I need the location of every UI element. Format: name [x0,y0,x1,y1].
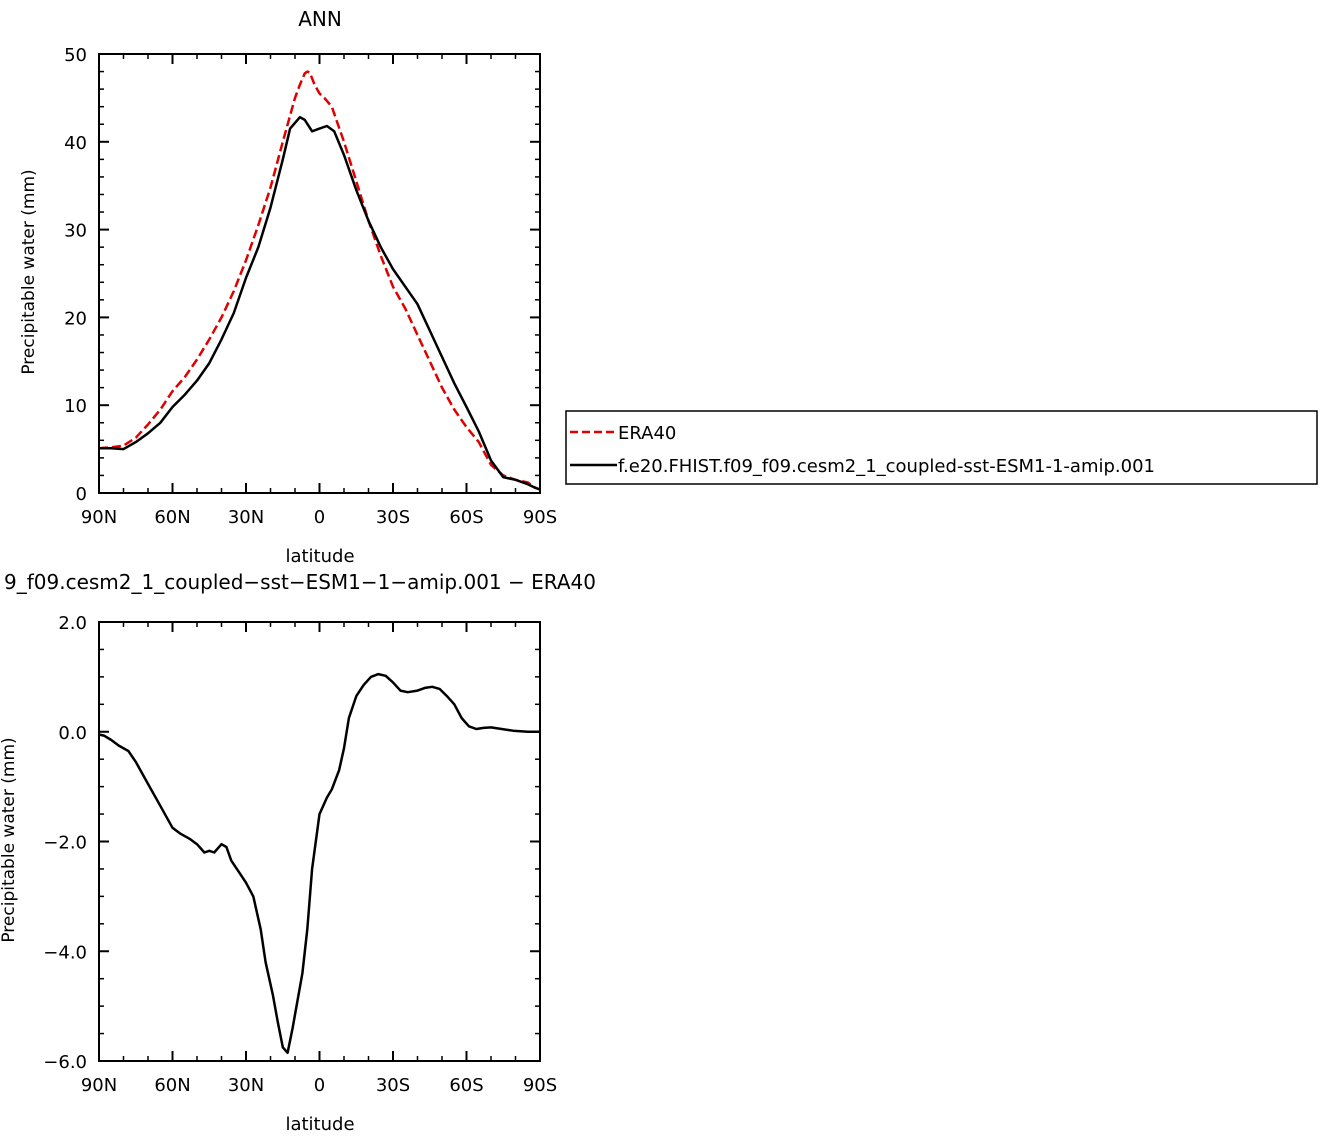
top-x-tick-label: 90S [523,507,557,528]
bottom-y-tick-label: 2.0 [58,613,87,634]
top-ylabel: Precipitable water (mm) [19,169,39,374]
legend-label-model: f.e20.FHIST.f09_f09.cesm2_1_coupled-sst-… [618,456,1155,477]
top-y-tick-label: 10 [64,396,87,417]
top-panel: ANN Precipitable water (mm) 01020304050 … [19,7,557,567]
top-x-tick-label: 30S [376,507,410,528]
top-x-tick-label: 90N [81,507,117,528]
top-plot-frame [98,53,541,494]
bottom-x-tick-label: 0 [314,1075,325,1096]
bottom-x-tick-label: 30N [228,1075,264,1096]
bottom-ylabel: Precipitable water (mm) [0,737,19,942]
bottom-y-tick-label: −4.0 [43,942,87,963]
bottom-x-tick-label: 30S [376,1075,410,1096]
bottom-y-tick-label: 0.0 [58,723,87,744]
top-tick-marks [98,53,541,494]
top-y-tick-label: 40 [64,133,87,154]
top-x-tick-label: 30N [228,507,264,528]
top-x-tick-label: 60N [154,507,190,528]
top-x-tick-label: 60S [449,507,483,528]
bottom-panel: 9_f09.cesm2_1_coupled−sst−ESM1−1−amip.00… [0,570,596,1135]
bottom-x-tick-label: 90S [523,1075,557,1096]
bottom-y-tick-labels: 2.0 0.0 −2.0 −4.0 −6.0 [43,613,87,1073]
top-series-line-0 [98,70,541,491]
bottom-plot-frame [98,621,541,1062]
top-x-tick-labels: 90N 60N 30N 0 30S 60S 90S [81,507,557,528]
legend: ERA40 f.e20.FHIST.f09_f09.cesm2_1_couple… [565,410,1318,485]
bottom-title: 9_f09.cesm2_1_coupled−sst−ESM1−1−amip.00… [4,570,596,594]
bottom-x-tick-labels: 90N 60N 30N 0 30S 60S 90S [81,1075,557,1096]
top-series-line-1 [99,115,541,491]
top-series-lines [98,70,541,491]
bottom-series-line-0 [98,672,540,1055]
bottom-x-tick-label: 60S [449,1075,483,1096]
top-y-tick-labels: 0 10 20 30 40 50 [64,45,87,505]
top-y-tick-label: 0 [76,484,87,505]
bottom-tick-marks [98,621,541,1062]
legend-label-era40: ERA40 [618,423,676,444]
bottom-y-tick-label: −2.0 [43,833,87,854]
top-title: ANN [298,7,342,31]
bottom-series-lines [98,672,540,1055]
top-y-tick-label: 20 [64,308,87,329]
top-y-tick-label: 50 [64,45,87,66]
bottom-x-tick-label: 60N [154,1075,190,1096]
bottom-xlabel: latitude [285,1114,354,1135]
top-xlabel: latitude [285,546,354,567]
bottom-x-tick-label: 90N [81,1075,117,1096]
bottom-y-tick-label: −6.0 [43,1052,87,1073]
top-y-tick-label: 30 [64,221,87,242]
legend-box [565,410,1318,485]
top-x-tick-label: 0 [314,507,325,528]
